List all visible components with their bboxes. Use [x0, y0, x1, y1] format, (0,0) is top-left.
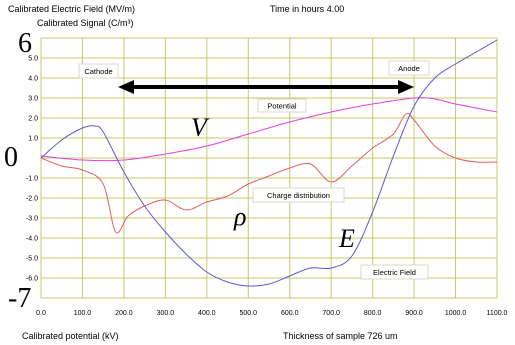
y-tick-label: 2.0	[28, 116, 38, 123]
y-tick-label: 4.0	[28, 76, 38, 83]
series-line-electric-field	[40, 39, 498, 287]
x-tick-label: 1000.0	[445, 310, 467, 317]
y-axis-bottom-label: -7	[8, 283, 32, 314]
y-tick-label: -2.0	[26, 196, 38, 203]
y-axis-zero-label: 0	[4, 142, 18, 173]
x-axis-left-caption: Calibrated potential (kV)	[22, 331, 119, 341]
x-tick-label: 800.0	[364, 310, 382, 317]
time-label: Time in hours	[270, 4, 325, 14]
cathode-label: Cathode	[78, 63, 119, 79]
electric-field-annotation-text: Electric Field	[373, 268, 416, 277]
charge-distribution-annotation: Charge distribution	[252, 187, 345, 203]
electric-field-annotation-box	[360, 264, 429, 280]
charge-distribution-annotation-box	[252, 187, 345, 203]
arrow-head-left	[118, 80, 134, 94]
y-axis-top-label: 6	[18, 28, 32, 59]
potential-annotation-text: Potential	[267, 102, 297, 111]
x-tick-label: 900.0	[405, 310, 423, 317]
x-tick-label: 100.0	[74, 310, 92, 317]
x-tick-label: 600.0	[281, 310, 299, 317]
y-tick-label: -6.0	[26, 276, 38, 283]
electric-field-annotation: Electric Field	[360, 264, 429, 280]
potential-symbol-label: V	[191, 113, 207, 142]
series-line-charge-distribution	[40, 112, 498, 234]
x-tick-label: 0.0	[36, 310, 46, 317]
cathode-label-text: Cathode	[84, 67, 112, 76]
y-tick-label: 3.0	[28, 96, 38, 103]
anode-label-box	[388, 60, 430, 76]
potential-annotation: Potential	[257, 98, 307, 113]
x-tick-label: 1100.0	[487, 310, 508, 317]
anode-label: Anode	[388, 60, 430, 76]
y-tick-label: -4.0	[26, 236, 38, 243]
anode-label-text: Anode	[398, 64, 420, 73]
x-tick-label: 400.0	[198, 310, 216, 317]
charge-density-symbol-label: ρ	[234, 202, 247, 231]
series-line-potential	[40, 97, 498, 162]
potential-annotation-box	[257, 98, 307, 113]
y-tick-label: -1.0	[26, 176, 38, 183]
x-tick-label: 300.0	[157, 310, 175, 317]
x-tick-label: 700.0	[322, 310, 340, 317]
chart-header-left-line2: Calibrated Signal (C/m³)	[37, 18, 134, 28]
y-tick-label: 1.0	[28, 136, 38, 143]
chart-header-left-line1: Calibrated Electric Field (MV/m)	[8, 4, 136, 14]
y-tick-label: -5.0	[26, 256, 38, 263]
x-tick-label: 200.0	[115, 310, 133, 317]
cathode-label-box	[78, 63, 119, 79]
time-value: 4.00	[326, 4, 345, 14]
time-readout: Time in hours 4.00	[270, 4, 344, 14]
arrow-head-right	[398, 80, 414, 94]
y-tick-label: -3.0	[26, 216, 38, 223]
charge-distribution-annotation-text: Charge distribution	[267, 191, 330, 200]
x-tick-label: 500.0	[240, 310, 258, 317]
x-axis-right-caption: Thickness of sample 726 um	[283, 331, 398, 341]
y-tick-label: 5.0	[28, 56, 38, 63]
electric-field-symbol-label: E	[339, 224, 355, 253]
